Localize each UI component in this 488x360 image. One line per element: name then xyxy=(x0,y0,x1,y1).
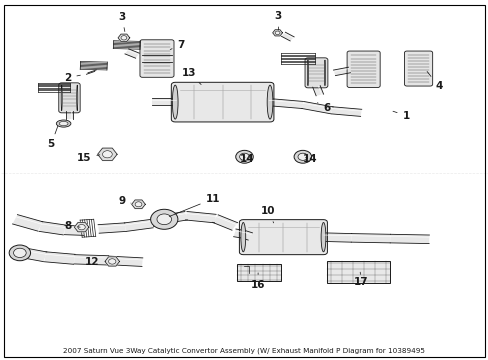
Polygon shape xyxy=(268,99,303,108)
FancyBboxPatch shape xyxy=(305,58,327,88)
Text: 8: 8 xyxy=(64,221,80,231)
Polygon shape xyxy=(74,255,108,265)
Circle shape xyxy=(150,209,178,229)
Text: 10: 10 xyxy=(260,206,275,223)
Polygon shape xyxy=(163,212,187,224)
Circle shape xyxy=(297,153,307,160)
Ellipse shape xyxy=(241,222,245,252)
Text: 15: 15 xyxy=(77,153,100,163)
Ellipse shape xyxy=(77,85,78,111)
Circle shape xyxy=(157,214,171,225)
Polygon shape xyxy=(108,256,142,266)
FancyBboxPatch shape xyxy=(326,261,389,283)
Circle shape xyxy=(121,36,126,40)
Text: 14: 14 xyxy=(302,154,317,164)
Circle shape xyxy=(9,245,30,261)
Text: 1: 1 xyxy=(392,111,409,121)
Polygon shape xyxy=(150,216,165,226)
Circle shape xyxy=(293,150,311,163)
Text: 3: 3 xyxy=(118,12,125,32)
Polygon shape xyxy=(323,233,351,242)
FancyBboxPatch shape xyxy=(171,82,273,122)
Text: 12: 12 xyxy=(85,257,105,267)
FancyBboxPatch shape xyxy=(59,83,80,113)
Polygon shape xyxy=(124,219,153,231)
Polygon shape xyxy=(301,102,332,114)
Polygon shape xyxy=(125,49,139,58)
Polygon shape xyxy=(312,86,323,96)
Text: 6: 6 xyxy=(317,103,330,113)
Text: 17: 17 xyxy=(353,272,368,287)
Ellipse shape xyxy=(324,60,325,86)
FancyBboxPatch shape xyxy=(404,51,432,86)
Text: 5: 5 xyxy=(47,126,58,149)
Polygon shape xyxy=(152,98,176,105)
Text: 2: 2 xyxy=(64,73,80,83)
Ellipse shape xyxy=(56,120,71,127)
Text: 2007 Saturn Vue 3Way Catalytic Convertor Assembly (W/ Exhaust Manifold P Diagram: 2007 Saturn Vue 3Way Catalytic Convertor… xyxy=(63,348,425,354)
Ellipse shape xyxy=(321,222,325,252)
Text: 4: 4 xyxy=(426,71,442,91)
Polygon shape xyxy=(131,200,145,209)
Text: 7: 7 xyxy=(170,40,184,50)
Polygon shape xyxy=(98,223,125,233)
Polygon shape xyxy=(65,111,73,118)
Polygon shape xyxy=(389,234,428,244)
Ellipse shape xyxy=(61,85,62,111)
Text: 14: 14 xyxy=(239,154,254,164)
Polygon shape xyxy=(233,229,244,238)
Polygon shape xyxy=(74,222,89,232)
Polygon shape xyxy=(39,221,66,235)
Polygon shape xyxy=(105,257,119,266)
Polygon shape xyxy=(272,30,282,36)
Polygon shape xyxy=(13,215,42,231)
Polygon shape xyxy=(281,32,294,41)
Polygon shape xyxy=(98,148,117,161)
Polygon shape xyxy=(64,225,84,235)
Text: 3: 3 xyxy=(274,12,281,30)
Circle shape xyxy=(78,225,85,230)
Polygon shape xyxy=(212,215,237,230)
Polygon shape xyxy=(142,55,171,62)
FancyBboxPatch shape xyxy=(237,264,281,282)
Circle shape xyxy=(102,151,112,158)
Polygon shape xyxy=(185,211,216,223)
Text: 11: 11 xyxy=(169,194,220,216)
Circle shape xyxy=(275,31,280,35)
Ellipse shape xyxy=(307,60,308,86)
FancyBboxPatch shape xyxy=(346,51,379,87)
Text: 16: 16 xyxy=(250,273,265,290)
Circle shape xyxy=(235,150,253,163)
Polygon shape xyxy=(331,107,361,116)
Polygon shape xyxy=(118,34,129,41)
Circle shape xyxy=(108,259,116,264)
Text: 9: 9 xyxy=(118,197,131,206)
FancyBboxPatch shape xyxy=(239,220,327,255)
FancyBboxPatch shape xyxy=(140,40,174,77)
Polygon shape xyxy=(350,234,390,243)
Polygon shape xyxy=(44,252,75,264)
Polygon shape xyxy=(333,67,350,76)
Circle shape xyxy=(239,153,249,160)
Ellipse shape xyxy=(59,121,68,126)
Text: 13: 13 xyxy=(181,68,201,85)
Ellipse shape xyxy=(172,85,178,119)
Polygon shape xyxy=(241,231,252,240)
Circle shape xyxy=(135,202,142,207)
Circle shape xyxy=(14,248,26,257)
Polygon shape xyxy=(14,247,47,262)
Ellipse shape xyxy=(266,85,272,119)
